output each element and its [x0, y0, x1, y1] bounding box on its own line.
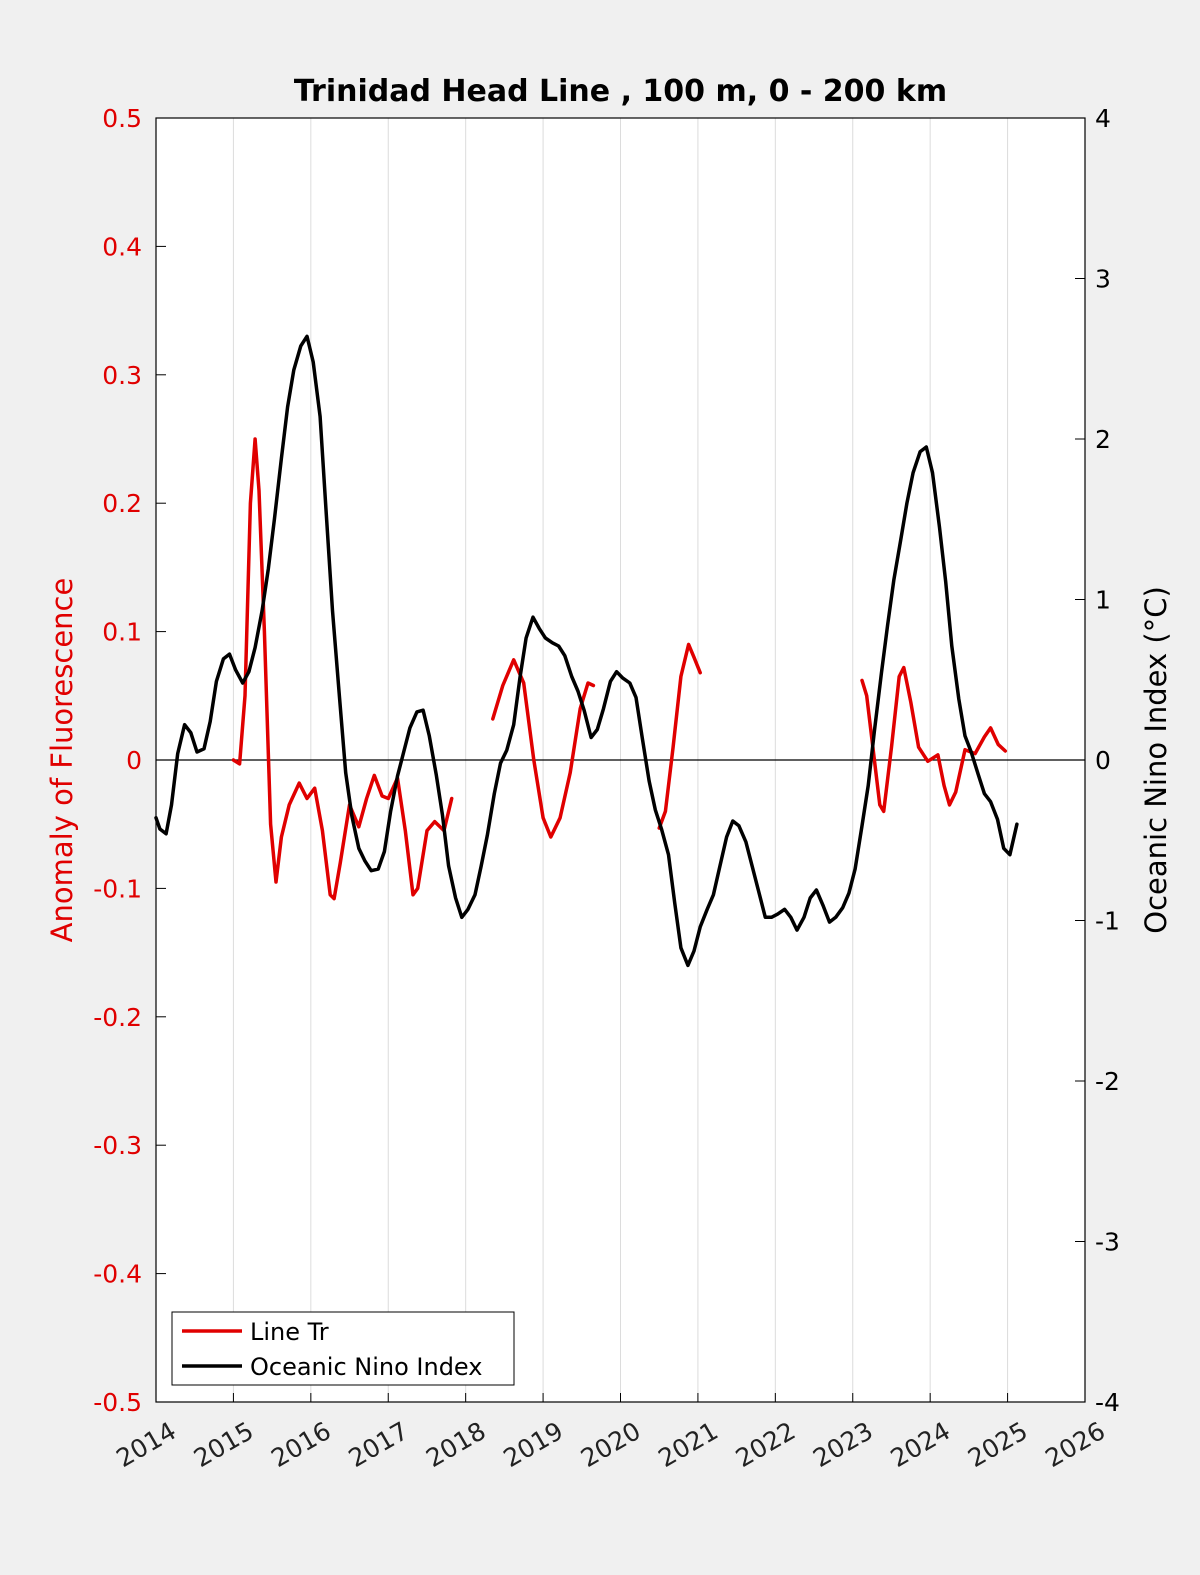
y-right-tick-label: 1	[1095, 586, 1111, 615]
series-line-oceanic-nino-index	[154, 334, 1019, 968]
series-line-line-tr	[231, 437, 454, 901]
legend: Line Tr Oceanic Nino Index	[171, 1311, 515, 1386]
y-left-tick-label: 0.2	[102, 489, 142, 518]
y-left-tick-label: 0.4	[102, 232, 142, 261]
y-left-tick-label: 0	[126, 746, 142, 775]
y-right-tick-label: -4	[1095, 1388, 1120, 1417]
chart-title: Trinidad Head Line , 100 m, 0 - 200 km	[294, 74, 947, 109]
series-layer	[154, 334, 1019, 968]
y-axis-left-label: Anomaly of Fluorescence	[45, 578, 79, 943]
y-left-tick-label: -0.4	[93, 1260, 142, 1289]
y-axis-right-label: Oceanic Nino Index (°C)	[1139, 586, 1173, 934]
y-left-tick-label: -0.1	[93, 874, 142, 903]
y-left-tick-label: 0.5	[102, 104, 142, 133]
y-left-tick-label: -0.5	[93, 1388, 142, 1417]
left-axis: 0.5 0.4 0.3 0.2 0.1 0 -0.1 -0.2 -0.3 -0.4 -0.5	[93, 104, 166, 1417]
y-right-tick-label: 0	[1095, 746, 1111, 775]
y-left-tick-label: -0.3	[93, 1131, 142, 1160]
legend-label-oni: Oceanic Nino Index	[250, 1353, 482, 1381]
y-right-tick-label: 2	[1095, 425, 1111, 454]
y-right-tick-label: -3	[1095, 1228, 1120, 1257]
y-left-tick-label: 0.1	[102, 618, 142, 647]
legend-label-line-tr: Line Tr	[250, 1318, 329, 1346]
y-left-tick-label: 0.3	[102, 361, 142, 390]
y-right-tick-label: -2	[1095, 1067, 1120, 1096]
legend-box	[171, 1311, 515, 1386]
y-right-tick-label: 3	[1095, 265, 1111, 294]
right-axis: 4 3 2 1 0 -1 -2 -3 -4	[1075, 104, 1120, 1417]
y-right-tick-label: -1	[1095, 907, 1120, 936]
series-line-line-tr	[657, 642, 702, 830]
y-right-tick-label: 4	[1095, 104, 1111, 133]
series-line-line-tr	[860, 665, 1008, 814]
y-left-tick-label: -0.2	[93, 1003, 142, 1032]
